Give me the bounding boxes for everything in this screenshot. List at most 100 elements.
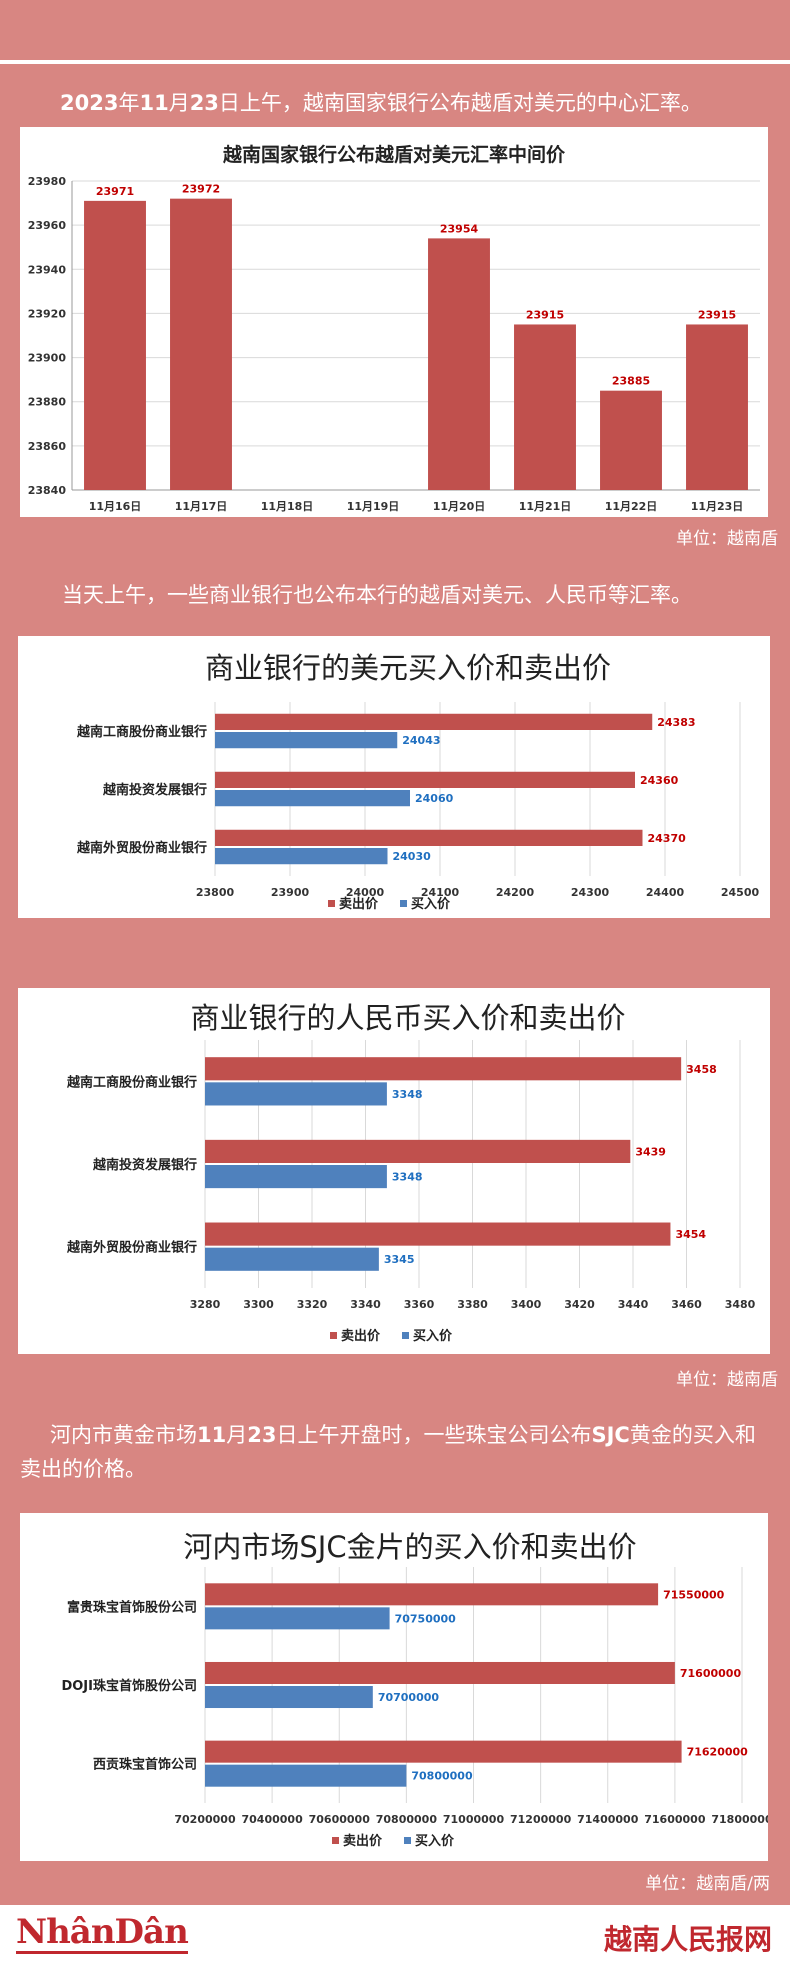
chart-card-1: 越南国家银行公布越盾对美元汇率中间价 23840 23860 23880 23900 23… [20,127,768,517]
bar [205,1764,407,1787]
legend-swatch [404,1837,411,1844]
legend-swatch [330,1332,337,1339]
chart-cny-banks: 商业银行的人民币买入价和卖出价 3280 3300 3320 3340 3360 3380 3… [66,1001,756,1344]
data-label: 3458 [686,1063,717,1076]
top-divider [0,60,790,64]
intro-text-1: 年 [118,91,140,115]
x-tick-label: 71000000 [443,1813,505,1826]
data-label: 24383 [657,716,695,729]
x-tick-label: 3300 [243,1298,274,1311]
legend-label: 买入价 [411,897,451,912]
bar [205,1661,675,1684]
y-tick-label: 23880 [28,396,67,409]
x-tick-label: 24500 [721,886,760,899]
bar [205,1139,631,1163]
legend-label: 卖出价 [343,1833,383,1849]
x-tick-label: 24400 [646,886,685,899]
x-tick-label: 23800 [196,886,235,899]
bar [84,200,146,490]
x-tick-label: 3380 [457,1298,488,1311]
data-label: 24043 [402,734,440,747]
p3-f: SJC [591,1423,630,1447]
data-label: 71620000 [687,1746,749,1759]
data-label: 71600000 [680,1667,742,1680]
x-tick-label: 24200 [496,886,535,899]
x-tick-label: 11月19日 [347,500,400,513]
y-tick-label: 23840 [28,484,67,497]
intro-month: 11 [139,91,169,115]
bar [205,1686,373,1709]
data-label: 3348 [392,1088,423,1101]
x-tick-label: 70400000 [242,1813,304,1826]
data-label: 24030 [393,850,432,863]
bar [215,771,635,788]
data-label: 23915 [698,308,736,321]
data-label: 23915 [526,308,564,321]
unit-label-2: 单位：越南盾 [676,1370,778,1390]
data-label: 70700000 [378,1691,440,1704]
unit-label-1: 单位：越南盾 [676,529,778,549]
data-label: 24360 [640,774,679,787]
x-tick-label: 11月18日 [261,500,314,513]
x-tick-label: 71800000 [711,1813,768,1826]
bar [205,1247,379,1271]
x-tick-label: 11月23日 [691,500,744,513]
chart-title: 河内市场SJC金片的买入价和卖出价 [183,1530,636,1564]
x-tick-label: 3400 [511,1298,542,1311]
bar [215,848,388,865]
bar [205,1082,387,1106]
intro-paragraph: 2023年11月23日上午，越南国家银行公布越盾对美元的中心汇率。 [60,86,780,120]
chart-card-2: 商业银行的美元买入价和卖出价 23800 23900 24000 24100 24200 2… [18,636,770,918]
category-label: 富贵珠宝首饰股份公司 [67,1599,197,1615]
legend-label: 卖出价 [341,1328,381,1344]
x-tick-label: 24000 [346,886,385,899]
bar [215,790,410,807]
category-label: DOJI珠宝首饰股份公司 [61,1678,197,1694]
category-label: 越南投资发展银行 [102,782,207,798]
x-tick-label: 11月16日 [89,500,142,513]
data-label: 70750000 [395,1612,457,1625]
site-name-logo[interactable]: 越南人民报网 [603,1923,772,1956]
x-tick-label: 23900 [271,886,310,899]
p3-e: 日上午开盘时，一些珠宝公司公布 [276,1423,592,1447]
intro-year: 2023 [60,91,119,115]
data-label: 23972 [182,183,220,196]
top-banner [0,0,790,60]
x-tick-label: 3420 [564,1298,595,1311]
data-label: 23971 [96,185,134,198]
intro-text-2: 月 [168,91,190,115]
data-label: 3454 [675,1228,706,1241]
x-tick-label: 24300 [571,886,610,899]
bar [205,1222,671,1246]
bar [428,238,490,490]
y-tick-label: 23960 [28,219,67,232]
data-label: 3439 [635,1145,666,1158]
x-tick-label: 70200000 [174,1813,236,1826]
x-tick-label: 3460 [671,1298,702,1311]
chart-card-4: 河内市场SJC金片的买入价和卖出价 70200000 70400000 7060000… [20,1513,773,1861]
p3-c: 月 [226,1423,248,1447]
category-label: 越南外贸股份商业银行 [66,1240,197,1256]
data-label: 23885 [612,375,650,388]
y-tick-label: 23920 [28,307,67,320]
legend-label: 买入价 [415,1834,455,1849]
y-tick-label: 23980 [28,175,67,188]
x-tick-label: 3360 [404,1298,435,1311]
intro-day: 23 [189,91,219,115]
x-tick-label: 3280 [190,1298,221,1311]
bar [205,1057,682,1081]
x-tick-label: 70600000 [309,1813,371,1826]
category-label: 西贡珠宝首饰公司 [93,1757,197,1773]
p3-g: 黄金的买入和卖出的价格。 [20,1423,756,1481]
bar [686,324,748,490]
data-label: 24370 [648,832,687,845]
x-tick-label: 11月17日 [175,500,228,513]
nhandan-logo[interactable]: NhânDân [16,1912,189,1954]
category-label: 越南外贸股份商业银行 [76,840,207,856]
bar [514,324,576,490]
p3-b: 11 [197,1423,227,1447]
bar [205,1740,682,1763]
bar [600,390,662,490]
x-tick-label: 70800000 [376,1813,438,1826]
bar [215,829,643,846]
